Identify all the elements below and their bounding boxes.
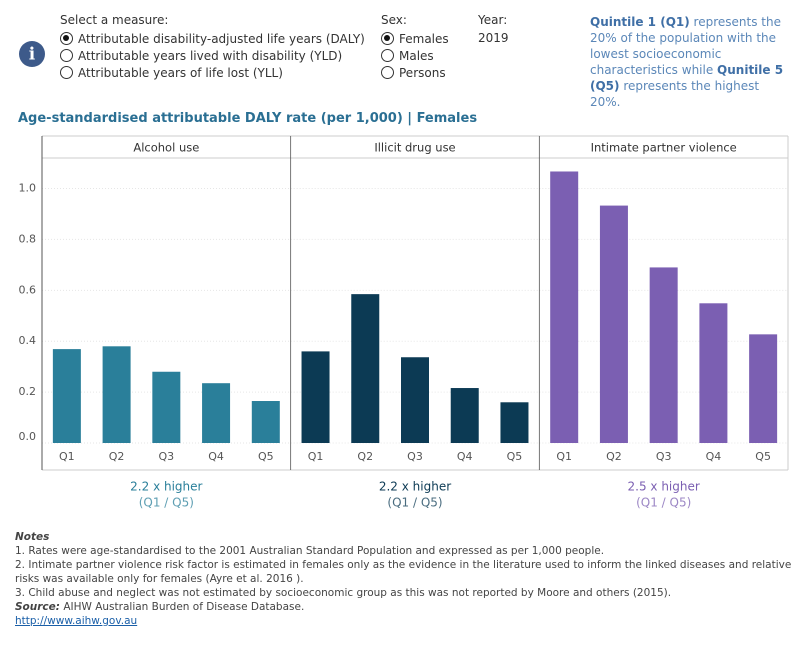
bar xyxy=(450,388,479,443)
x-tick-label: Q3 xyxy=(656,450,672,463)
note-item: 2. Intimate partner violence risk factor… xyxy=(15,559,792,585)
sex-options: Females Males Persons xyxy=(381,30,449,81)
x-tick-label: Q3 xyxy=(407,450,423,463)
measure-option[interactable]: Attributable years of life lost (YLL) xyxy=(60,64,365,81)
x-tick-label: Q2 xyxy=(357,450,373,463)
radio-button[interactable] xyxy=(381,32,394,45)
bar xyxy=(599,205,628,443)
measure-option[interactable]: Attributable years lived with disability… xyxy=(60,47,365,64)
y-tick-label: 0.8 xyxy=(19,232,37,245)
bar xyxy=(351,294,380,443)
option-label: Females xyxy=(399,31,449,46)
bar xyxy=(401,357,429,443)
description-text: Qunitile 5 (Q5) xyxy=(590,63,784,93)
x-tick-label: Q5 xyxy=(507,450,523,463)
sex-label: Sex: xyxy=(381,13,407,27)
x-tick-label: Q1 xyxy=(308,450,324,463)
x-tick-label: Q1 xyxy=(59,450,75,463)
radio-button[interactable] xyxy=(60,66,73,79)
radio-button[interactable] xyxy=(381,49,394,62)
annotation: 2.5 x higher xyxy=(628,480,700,494)
bar xyxy=(749,334,778,443)
measure-option[interactable]: Attributable disability-adjusted life ye… xyxy=(60,30,365,47)
bar xyxy=(52,349,81,443)
source-text: AIHW Australian Burden of Disease Databa… xyxy=(63,601,305,613)
panel-title: Illicit drug use xyxy=(374,141,455,155)
x-tick-label: Q4 xyxy=(208,450,224,463)
x-tick-label: Q5 xyxy=(258,450,274,463)
notes: Notes 1. Rates were age-standardised to … xyxy=(15,530,795,628)
bar xyxy=(500,402,529,443)
y-tick-label: 0.2 xyxy=(19,385,37,398)
description-text: represents the 20% of the population wit… xyxy=(590,15,781,77)
radio-button[interactable] xyxy=(381,66,394,79)
annotation: 2.2 x higher xyxy=(379,480,451,494)
sex-option[interactable]: Persons xyxy=(381,64,449,81)
y-tick-label: 0.6 xyxy=(19,283,37,296)
description-text: Quintile 1 (Q1) xyxy=(590,15,690,29)
x-tick-label: Q5 xyxy=(755,450,771,463)
x-tick-label: Q4 xyxy=(706,450,722,463)
source-label: Source: xyxy=(15,601,60,613)
bar xyxy=(152,371,181,443)
chart-title: Age-standardised attributable DALY rate … xyxy=(18,111,478,126)
option-label: Attributable years lived with disability… xyxy=(78,48,343,63)
x-tick-label: Q2 xyxy=(606,450,622,463)
source: Source: AIHW Australian Burden of Diseas… xyxy=(15,600,795,614)
bar xyxy=(649,267,678,443)
annotation: 2.2 x higher xyxy=(130,480,202,494)
bar xyxy=(301,351,330,443)
year-label: Year: xyxy=(478,13,508,27)
bar xyxy=(102,346,131,443)
radio-button[interactable] xyxy=(60,32,73,45)
bar xyxy=(550,171,579,443)
note-items: 1. Rates were age-standardised to the 20… xyxy=(15,544,795,600)
panel-title: Alcohol use xyxy=(133,141,199,155)
description: Quintile 1 (Q1) represents the 20% of th… xyxy=(590,14,790,110)
x-tick-label: Q3 xyxy=(158,450,174,463)
x-tick-label: Q2 xyxy=(109,450,125,463)
panel-title: Intimate partner violence xyxy=(591,141,737,155)
svg-text:i: i xyxy=(29,45,36,65)
option-label: Persons xyxy=(399,65,446,80)
measure-options: Attributable disability-adjusted life ye… xyxy=(60,30,365,81)
sex-option[interactable]: Males xyxy=(381,47,449,64)
bar xyxy=(251,401,280,443)
year-value[interactable]: 2019 xyxy=(478,31,509,45)
note-item: 3. Child abuse and neglect was not estim… xyxy=(15,587,672,599)
measure-label: Select a measure: xyxy=(60,13,169,27)
note-item: 1. Rates were age-standardised to the 20… xyxy=(15,545,605,557)
radio-button[interactable] xyxy=(60,49,73,62)
x-tick-label: Q4 xyxy=(457,450,473,463)
y-tick-label: 0.4 xyxy=(19,334,37,347)
sex-option[interactable]: Females xyxy=(381,30,449,47)
option-label: Males xyxy=(399,48,434,63)
option-label: Attributable years of life lost (YLL) xyxy=(78,65,283,80)
info-icon[interactable]: i xyxy=(18,40,46,68)
description-text: represents the highest 20%. xyxy=(590,79,760,109)
annotation-sub: (Q1 / Q5) xyxy=(636,496,691,510)
source-link[interactable]: http://www.aihw.gov.au xyxy=(15,615,138,627)
y-tick-label: 0.0 xyxy=(19,430,37,443)
chart: Alcohol use 0.0 0.2 0.4 0.6 0.8 1.0 Q1 Q2 Q3 Q4 Q5 2… xyxy=(19,135,789,510)
annotation-sub: (Q1 / Q5) xyxy=(387,496,442,510)
y-tick-label: 1.0 xyxy=(19,182,37,195)
bar xyxy=(699,303,728,443)
notes-heading: Notes xyxy=(15,531,50,543)
x-tick-label: Q1 xyxy=(556,450,572,463)
bar xyxy=(202,383,231,443)
option-label: Attributable disability-adjusted life ye… xyxy=(78,31,365,46)
annotation-sub: (Q1 / Q5) xyxy=(139,496,194,510)
